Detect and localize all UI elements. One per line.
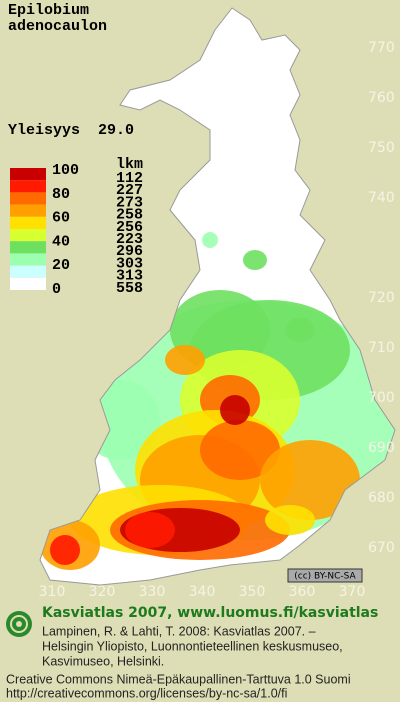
- occurrence-area: [202, 232, 218, 248]
- legend-swatch: [10, 229, 46, 242]
- legend-count: 256: [116, 219, 143, 236]
- legend-swatch: [10, 265, 46, 278]
- easting-label: 360: [289, 584, 316, 600]
- legend-swatch: [10, 168, 46, 181]
- northing-label: 760: [368, 90, 395, 106]
- citation: Helsingin Yliopisto, Luonnontieteellinen…: [42, 639, 343, 653]
- occurrence-area: [220, 395, 250, 425]
- occurrence-area: [50, 535, 80, 565]
- easting-label: 350: [239, 584, 266, 600]
- frequency-value: 29.0: [98, 122, 134, 139]
- citation: Lampinen, R. & Lahti, T. 2008: Kasviatla…: [42, 624, 316, 638]
- legend-swatch: [10, 277, 46, 290]
- northing-label: 680: [368, 490, 395, 506]
- legend-swatch: [10, 253, 46, 266]
- license-badge: (cc) BY-NC-SA: [287, 568, 363, 583]
- occurrence-area: [200, 420, 280, 480]
- logo: [6, 611, 32, 637]
- legend-count: 227: [116, 182, 143, 199]
- license: http://creativecommons.org/licenses/by-n…: [6, 686, 287, 700]
- northing-label: 740: [368, 190, 395, 206]
- northing-label: 770: [368, 40, 395, 56]
- occurrence-area: [285, 318, 315, 342]
- legend-scale-label: 40: [52, 233, 70, 250]
- footer-heading: Kasviatlas 2007, www.luomus.fi/kasviatla…: [42, 605, 378, 621]
- easting-label: 320: [89, 584, 116, 600]
- occurrence-area: [165, 345, 205, 375]
- northing-label: 720: [368, 290, 395, 306]
- occurrence-area: [243, 250, 267, 270]
- northing-label: 710: [368, 340, 395, 356]
- legend-count: 258: [116, 207, 143, 224]
- frequency-label: Yleisyys: [8, 122, 80, 139]
- legend-swatch: [10, 216, 46, 229]
- legend-count: 303: [116, 255, 143, 272]
- easting-label: 370: [339, 584, 366, 600]
- species-name: Epilobium: [8, 2, 89, 19]
- legend-count: 223: [116, 231, 143, 248]
- legend-scale-label: 80: [52, 186, 70, 203]
- legend-count: 273: [116, 194, 143, 211]
- license: Creative Commons Nimeä-Epäkaupallinen-Ta…: [6, 672, 351, 686]
- occurrence-area: [265, 505, 315, 535]
- northing-label: 750: [368, 140, 395, 156]
- legend-swatch: [10, 204, 46, 217]
- northing-label: 690: [368, 440, 395, 456]
- northing-label: 700: [368, 390, 395, 406]
- legend-swatch: [10, 180, 46, 193]
- legend-count: 558: [116, 280, 143, 297]
- legend-count: 313: [116, 268, 143, 285]
- legend-swatch: [10, 241, 46, 254]
- license-badge-text: (cc) BY-NC-SA: [294, 572, 356, 582]
- easting-label: 310: [39, 584, 66, 600]
- northing-label: 670: [368, 540, 395, 556]
- easting-label: 340: [189, 584, 216, 600]
- legend-scale-label: 100: [52, 162, 79, 179]
- legend-count: 112: [116, 170, 143, 187]
- species-name: adenocaulon: [8, 18, 107, 35]
- occurrence-area: [125, 512, 175, 548]
- citation: Kasvimuseo, Helsinki.: [42, 654, 164, 668]
- legend-swatch: [10, 192, 46, 205]
- easting-label: 330: [139, 584, 166, 600]
- legend-count: 296: [116, 243, 143, 260]
- finland-map: [40, 8, 395, 585]
- occurrence-area: [260, 440, 360, 520]
- legend-scale-label: 0: [52, 281, 61, 298]
- count-header: lkm: [116, 156, 143, 173]
- legend-scale-label: 20: [52, 257, 70, 274]
- legend-scale-label: 60: [52, 210, 70, 227]
